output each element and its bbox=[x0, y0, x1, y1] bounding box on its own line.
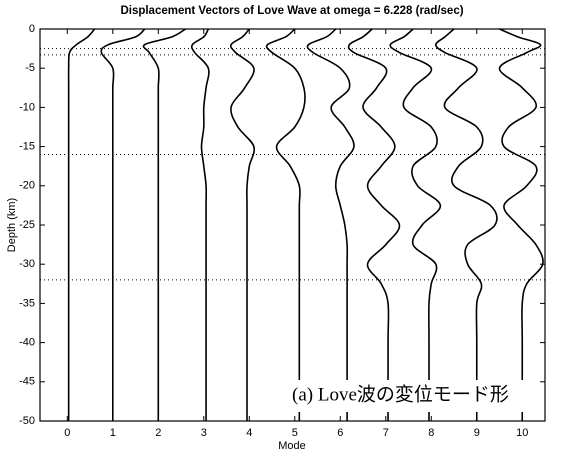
mode-curve bbox=[190, 28, 210, 421]
x-tick-label: 10 bbox=[516, 427, 528, 439]
mode-curve bbox=[100, 28, 146, 421]
y-tick-label: -35 bbox=[19, 297, 35, 309]
y-axis-label: Depth (km) bbox=[6, 198, 18, 252]
mode-curve bbox=[67, 28, 96, 421]
y-tick-label: -10 bbox=[19, 101, 35, 113]
mode-curve bbox=[229, 28, 256, 421]
mode-curve bbox=[435, 28, 498, 421]
y-tick-label: -20 bbox=[19, 180, 35, 192]
y-tick-label: -25 bbox=[19, 219, 35, 231]
x-tick-label: 8 bbox=[428, 427, 434, 439]
y-tick-label: 0 bbox=[29, 23, 35, 35]
x-tick-label: 5 bbox=[292, 427, 298, 439]
y-tick-label: -50 bbox=[19, 415, 35, 427]
chart-title: Displacement Vectors of Love Wave at ome… bbox=[120, 5, 463, 17]
mode-curve bbox=[389, 28, 442, 421]
y-tick-label: -30 bbox=[19, 258, 35, 270]
mode-curve bbox=[142, 28, 187, 421]
x-tick-label: 2 bbox=[155, 427, 161, 439]
x-tick-label: 6 bbox=[337, 427, 343, 439]
mode-curve bbox=[347, 28, 401, 421]
x-tick-label: 1 bbox=[110, 427, 116, 439]
mode-curve bbox=[306, 28, 355, 421]
x-tick-label: 4 bbox=[246, 427, 252, 439]
y-tick-label: -40 bbox=[19, 337, 35, 349]
x-tick-label: 9 bbox=[474, 427, 480, 439]
mode-curve bbox=[265, 28, 306, 421]
y-tick-label: -15 bbox=[19, 141, 35, 153]
plot-frame bbox=[39, 28, 546, 422]
x-axis-label: Mode bbox=[278, 440, 306, 452]
annotation: (a) Love波の変位モード形 bbox=[292, 383, 509, 405]
x-tick-label: 7 bbox=[383, 427, 389, 439]
x-tick-label: 3 bbox=[201, 427, 207, 439]
annotation-box bbox=[285, 380, 540, 412]
mode-curve bbox=[498, 28, 544, 421]
y-tick-label: -5 bbox=[25, 62, 35, 74]
x-tick-label: 0 bbox=[64, 427, 70, 439]
y-tick-label: -45 bbox=[19, 376, 35, 388]
